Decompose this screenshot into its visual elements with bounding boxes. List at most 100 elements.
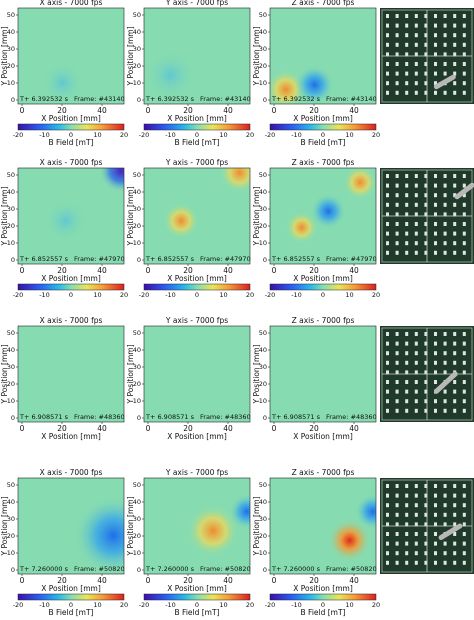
sensor-chip [395,541,399,546]
y-tick-label: 30 [7,515,15,523]
sensor-chip [405,532,409,536]
colorbar-tick-label: 10 [93,291,101,299]
y-tick-label: 30 [133,205,141,213]
sensor-chip [395,71,399,76]
time-label: T+ 6.392532 s [145,95,195,103]
y-tick-label: 0 [137,256,141,264]
colorbar [143,123,251,131]
sensor-chip [443,23,447,28]
plot-frame [269,167,377,265]
colorbar-label: B Field [mT] [175,138,220,147]
sensor-chip [386,341,389,346]
plot-frame [17,477,125,575]
x-tick-label: 0 [20,106,25,115]
sensor-chip [434,62,437,66]
y-tick-label: 20 [133,532,141,540]
colorbar-tick-label: 0 [69,291,73,299]
sensor-chip [386,380,389,384]
heatmap-background [144,326,250,422]
sensor-chip [424,183,428,188]
sensor-chip [424,370,428,375]
colorbar [17,593,125,601]
sensor-chip [453,250,457,255]
sensor-chip [414,532,418,536]
sensor-chip [414,360,418,365]
sensor-chip [453,174,457,178]
sensor-chip [434,370,437,375]
sensor-chip [414,62,418,66]
y-tick-label: 0 [11,566,15,574]
x-tick-label: 0 [146,424,151,433]
sensor-chip [386,231,389,236]
sensor-chip [434,512,437,517]
sensor-chip [395,174,399,178]
y-tick-label: 50 [133,329,141,337]
sensor-chip [395,503,399,508]
sensor-chip [405,90,409,95]
frame-label: Frame: #47970 [326,255,377,263]
magnet [438,523,463,541]
sensor-chip [386,71,389,76]
sensor-chip [443,183,447,188]
sensor-chip [434,532,437,536]
sensor-chip [395,81,399,86]
colorbar-tick-label: -20 [139,601,150,609]
y-axis-label: Y Position [mm] [126,26,135,86]
colorbar-label: B Field [mT] [49,608,94,617]
colorbar-tick-label: 20 [372,601,380,609]
x-tick-label: 0 [146,106,151,115]
x-tick-label: 20 [57,424,67,433]
sensor-chip [424,389,428,394]
sensor-chip [424,62,428,66]
y-axis-label: Y Position [mm] [0,186,9,246]
sensor-chip [424,351,428,356]
colorbar-tick-label: 10 [345,131,353,139]
x-axis-label: X Position [mm] [41,432,101,441]
sensor-chip [462,90,466,95]
sensor-chip [405,193,409,198]
sensor-chip [424,493,428,498]
sensor-chip [395,202,399,207]
x-tick-label: 20 [57,266,67,275]
sensor-chip [462,42,466,47]
colorbar-label: B Field [mT] [301,608,346,617]
sensor-chip [434,241,437,246]
sensor-chip [453,202,457,207]
sensor-chip [453,380,457,384]
y-tick-label: 30 [259,205,267,213]
y-tick-label: 30 [133,45,141,53]
y-tick-label: 50 [259,11,267,19]
y-tick-label: 0 [11,96,15,104]
heatmap [18,168,124,264]
colorbar-label: B Field [mT] [175,608,220,617]
sensor-chip [434,522,437,527]
field-blob [310,193,347,230]
photo [380,168,474,264]
time-label: T+ 6.852557 s [271,255,321,263]
sensor-chip [434,71,437,76]
colorbar [143,593,251,601]
y-tick-label: 20 [7,532,15,540]
sensor-chip [453,551,457,556]
x-tick-label: 20 [57,106,67,115]
sensor-chip [386,193,389,198]
sensor-chip [443,551,447,556]
x-axis-label: X Position [mm] [167,584,227,593]
sensor-chip [443,512,447,517]
x-tick-label: 20 [309,576,319,585]
y-tick-label: 20 [259,532,267,540]
sensor-chip [424,90,428,95]
y-tick-label: 0 [263,256,267,264]
sensor-chip [395,183,399,188]
panel-title: Y axis - 7000 fps [165,316,228,325]
sensor-chip [386,174,389,178]
sensor-chip [434,14,437,18]
sensor-chip [424,52,428,57]
y-tick-label: 30 [133,363,141,371]
sensor-chip [462,212,466,217]
y-tick-label: 0 [137,566,141,574]
y-tick-label: 40 [259,498,267,506]
sensor-chip [443,14,447,18]
sensor-chip [386,212,389,217]
sensor-chip [386,23,389,28]
